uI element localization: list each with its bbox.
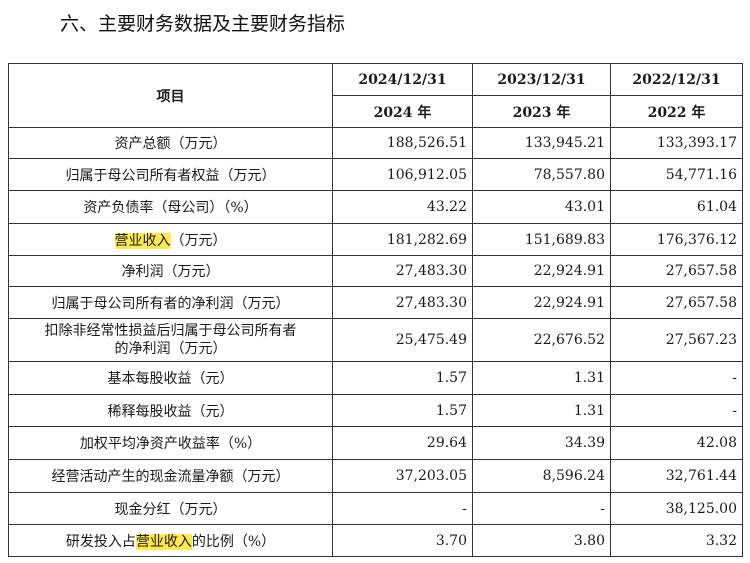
table-row: 资产总额（万元） 188,526.51 133,945.21 133,393.1… bbox=[8, 127, 743, 159]
row-label: 基本每股收益（元） bbox=[8, 361, 333, 395]
row-label: 稀释每股收益（元） bbox=[8, 394, 333, 427]
cell-value: 61.04 bbox=[610, 190, 743, 224]
cell-value: 27,483.30 bbox=[332, 286, 473, 319]
cell-value: 133,393.17 bbox=[610, 127, 743, 159]
cell-value: 1.57 bbox=[332, 361, 473, 395]
cell-value: 181,282.69 bbox=[332, 223, 473, 256]
table-row: 净利润（万元） 27,483.30 22,924.91 27,657.58 bbox=[8, 255, 743, 287]
column-header-date: 2022/12/31 bbox=[610, 63, 743, 96]
cell-value: 27,483.30 bbox=[332, 255, 473, 287]
cell-value: 133,945.21 bbox=[472, 127, 611, 159]
row-label-suffix: 的比例（%） bbox=[191, 533, 276, 550]
cell-value: 22,924.91 bbox=[472, 255, 611, 287]
row-label: 经营活动产生的现金流量净额（万元） bbox=[8, 459, 333, 493]
row-label: 营业收入（万元） bbox=[8, 223, 333, 256]
row-label: 扣除非经常性损益后归属于母公司所有者 的净利润（万元） bbox=[8, 318, 333, 362]
cell-value: 1.31 bbox=[472, 361, 611, 395]
table-row: 扣除非经常性损益后归属于母公司所有者 的净利润（万元） 25,475.49 22,… bbox=[8, 318, 743, 362]
section-title: 六、主要财务数据及主要财务指标 bbox=[60, 13, 346, 35]
cell-value: 43.01 bbox=[472, 190, 611, 224]
cell-value: 37,203.05 bbox=[332, 459, 473, 493]
row-label: 研发投入占营业收入的比例（%） bbox=[8, 524, 333, 557]
cell-value: - bbox=[610, 394, 743, 427]
row-label: 资产总额（万元） bbox=[8, 127, 333, 159]
row-label-prefix: 研发投入占 bbox=[65, 533, 136, 550]
cell-value: - bbox=[332, 492, 473, 525]
cell-value: 22,676.52 bbox=[472, 318, 611, 362]
table-row: 经营活动产生的现金流量净额（万元） 37,203.05 8,596.24 32,… bbox=[8, 459, 743, 493]
table-row: 归属于母公司所有者权益（万元） 106,912.05 78,557.80 54,… bbox=[8, 158, 743, 191]
row-label: 加权平均净资产收益率（%） bbox=[8, 426, 333, 460]
column-header-year: 2024 年 bbox=[332, 95, 473, 128]
cell-value: 42.08 bbox=[610, 426, 743, 460]
cell-value: 27,657.58 bbox=[610, 286, 743, 319]
table-row: 研发投入占营业收入的比例（%） 3.70 3.80 3.32 bbox=[8, 524, 743, 557]
column-header-year: 2023 年 bbox=[472, 95, 611, 128]
cell-value: 106,912.05 bbox=[332, 158, 473, 191]
cell-value: 34.39 bbox=[472, 426, 611, 460]
cell-value: 54,771.16 bbox=[610, 158, 743, 191]
column-header-year: 2022 年 bbox=[610, 95, 743, 128]
cell-value: 3.80 bbox=[472, 524, 611, 557]
column-header-date: 2023/12/31 bbox=[472, 63, 611, 96]
cell-value: 8,596.24 bbox=[472, 459, 611, 493]
table-row: 加权平均净资产收益率（%） 29.64 34.39 42.08 bbox=[8, 426, 743, 460]
cell-value: 1.31 bbox=[472, 394, 611, 427]
cell-value: 25,475.49 bbox=[332, 318, 473, 362]
row-label: 归属于母公司所有者权益（万元） bbox=[8, 158, 333, 191]
column-header-date: 2024/12/31 bbox=[332, 63, 473, 96]
cell-value: 43.22 bbox=[332, 190, 473, 224]
table-row: 基本每股收益（元） 1.57 1.31 - bbox=[8, 361, 743, 395]
table-row: 营业收入（万元） 181,282.69 151,689.83 176,376.1… bbox=[8, 223, 743, 256]
cell-value: 1.57 bbox=[332, 394, 473, 427]
row-label-line-2: 的净利润（万元） bbox=[114, 341, 227, 357]
cell-value: 151,689.83 bbox=[472, 223, 611, 256]
cell-value: 188,526.51 bbox=[332, 127, 473, 159]
row-label: 归属于母公司所有者的净利润（万元） bbox=[8, 286, 333, 319]
table-row: 现金分红（万元） - - 38,125.00 bbox=[8, 492, 743, 525]
highlighted-term: 营业收入 bbox=[114, 232, 171, 249]
cell-value: 3.32 bbox=[610, 524, 743, 557]
highlighted-term: 营业收入 bbox=[135, 533, 192, 550]
cell-value: 22,924.91 bbox=[472, 286, 611, 319]
row-label: 现金分红（万元） bbox=[8, 492, 333, 525]
table-row: 归属于母公司所有者的净利润（万元） 27,483.30 22,924.91 27… bbox=[8, 286, 743, 319]
financial-data-table: 项目 2024/12/31 2023/12/31 2022/12/31 2024… bbox=[8, 63, 743, 557]
row-label: 净利润（万元） bbox=[8, 255, 333, 287]
cell-value: 176,376.12 bbox=[610, 223, 743, 256]
cell-value: 78,557.80 bbox=[472, 158, 611, 191]
item-column-header: 项目 bbox=[8, 63, 333, 128]
cell-value: - bbox=[472, 492, 611, 525]
cell-value: 3.70 bbox=[332, 524, 473, 557]
cell-value: 38,125.00 bbox=[610, 492, 743, 525]
row-label-line-1: 扣除非经常性损益后归属于母公司所有者 bbox=[44, 323, 297, 339]
cell-value: 29.64 bbox=[332, 426, 473, 460]
cell-value: 27,657.58 bbox=[610, 255, 743, 287]
row-label: 资产负债率（母公司）（%） bbox=[8, 190, 333, 224]
table-row: 稀释每股收益（元） 1.57 1.31 - bbox=[8, 394, 743, 427]
row-label-suffix: （万元） bbox=[170, 232, 227, 249]
cell-value: 32,761.44 bbox=[610, 459, 743, 493]
cell-value: - bbox=[610, 361, 743, 395]
cell-value: 27,567.23 bbox=[610, 318, 743, 362]
table-row: 资产负债率（母公司）（%） 43.22 43.01 61.04 bbox=[8, 190, 743, 224]
